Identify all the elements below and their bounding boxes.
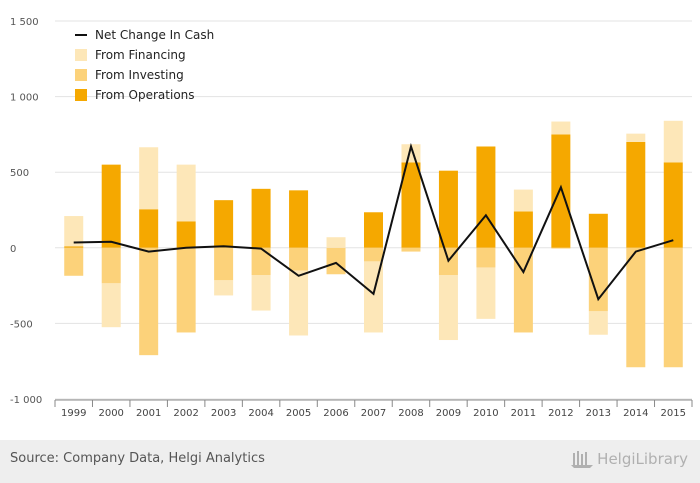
x-tick-label: 2007 [361,408,386,419]
bar-from-investing-2010 [476,247,496,268]
bars [64,120,683,368]
bar-from-investing-2015 [663,247,683,368]
bar-from-investing-2004 [251,247,271,276]
bar-from-financing-2011 [513,189,533,212]
footer: Source: Company Data, Helgi Analytics He… [0,440,700,483]
legend-swatch [75,49,87,61]
bar-from-financing-2010 [476,267,496,319]
legend: Net Change In Cash From Financing From Inv… [75,28,214,102]
x-tick-label: 2009 [436,408,461,419]
bar-from-investing-2003 [214,247,234,281]
bar-from-operations-2014 [626,141,646,248]
x-tick-label: 2011 [511,408,536,419]
legend-item-from-financing[interactable]: From Financing [75,48,186,62]
bar-from-operations-2011 [513,211,533,248]
x-tick-label: 1999 [61,408,86,419]
bar-from-investing-2005 [289,247,309,271]
bar-from-investing-2006 [326,247,346,275]
bar-from-operations-2002 [176,221,196,248]
bar-from-financing-2002 [176,164,196,222]
legend-swatch [75,69,87,81]
x-tick-label: 2005 [286,408,311,419]
bar-from-financing-2001 [139,147,159,210]
bar-from-financing-2013 [588,311,608,335]
y-tick-label: -1 000 [10,395,42,406]
bar-from-operations-2001 [139,209,159,248]
y-tick-label: 0 [10,244,16,255]
bar-from-financing-2009 [438,275,458,341]
bar-from-financing-2015 [663,120,683,163]
y-tick-label: 500 [10,168,29,179]
bar-from-financing-2006 [326,237,346,248]
bar-from-investing-2002 [176,247,196,333]
bar-from-operations-2009 [438,170,458,248]
x-tick-label: 2010 [473,408,498,419]
x-tick-label: 2002 [173,408,198,419]
legend-label: From Financing [95,48,186,62]
bar-from-investing-2011 [513,247,533,333]
legend-label: From Investing [95,68,184,82]
bar-from-operations-2013 [588,213,608,248]
bar-from-financing-2007 [364,261,383,333]
x-tick-label: 2015 [661,408,686,419]
bar-from-investing-2014 [626,247,646,368]
x-tick-label: 2003 [211,408,236,419]
bar-from-operations-2015 [663,162,683,248]
bar-from-operations-2008 [401,162,421,248]
x-tick-label: 2013 [586,408,611,419]
bar-from-investing-2007 [364,247,383,262]
bar-from-investing-2013 [588,247,608,312]
y-tick-label: -500 [10,319,33,330]
bar-from-investing-2012 [551,247,571,249]
x-tick-label: 2000 [98,408,123,419]
bar-from-financing-2003 [214,280,234,296]
helgi-library-logo: HelgiLibrary [571,449,688,469]
bar-from-investing-2008 [401,247,421,252]
bar-from-investing-2001 [139,247,159,356]
bar-from-financing-1999 [64,216,84,247]
bar-from-operations-2003 [214,200,234,248]
net-change-line-layer [73,142,674,302]
x-tick-label: 2006 [323,408,348,419]
bar-from-financing-2012 [551,121,571,135]
x-tick-label: 2014 [623,408,648,419]
legend-item-from-investing[interactable]: From Investing [75,68,184,82]
legend-label: From Operations [95,88,195,102]
bar-from-operations-2005 [289,190,309,248]
bar-from-operations-2012 [551,134,571,248]
logo-text: HelgiLibrary [597,450,688,468]
legend-item-net-change-in-cash[interactable]: Net Change In Cash [75,28,214,42]
y-axis: -1 000 -500 0 500 1 000 1 500 [10,17,42,406]
bar-from-operations-1999 [64,246,84,248]
bar-from-operations-2007 [364,212,383,248]
library-icon [571,451,594,468]
legend-item-from-operations[interactable]: From Operations [75,88,195,102]
bar-from-financing-2014 [626,133,646,142]
source-text: Source: Company Data, Helgi Analytics [10,451,265,466]
bar-from-financing-2000 [101,283,121,328]
bar-from-financing-2004 [251,275,271,311]
bar-from-operations-2004 [251,188,271,248]
legend-label: Net Change In Cash [95,28,214,42]
bar-from-operations-2000 [101,164,121,248]
x-tick-label: 2004 [248,408,273,419]
chart: -1 000 -500 0 500 1 000 1 500 1999 2000 2001 200… [10,17,693,419]
x-tick-label: 2008 [398,408,423,419]
bar-from-operations-2010 [476,146,496,248]
y-tick-label: 1 000 [10,93,39,104]
legend-swatch [75,89,87,101]
x-tick-label: 2001 [136,408,161,419]
bar-from-investing-2000 [101,247,121,284]
bar-from-investing-1999 [64,247,84,276]
x-axis: 1999 2000 2001 2002 2003 2004 2005 2006 2007 2008… [54,399,693,419]
y-tick-label: 1 500 [10,17,39,28]
x-tick-label: 2012 [548,408,573,419]
net-change-line [73,142,674,302]
bar-from-financing-2005 [289,270,309,336]
